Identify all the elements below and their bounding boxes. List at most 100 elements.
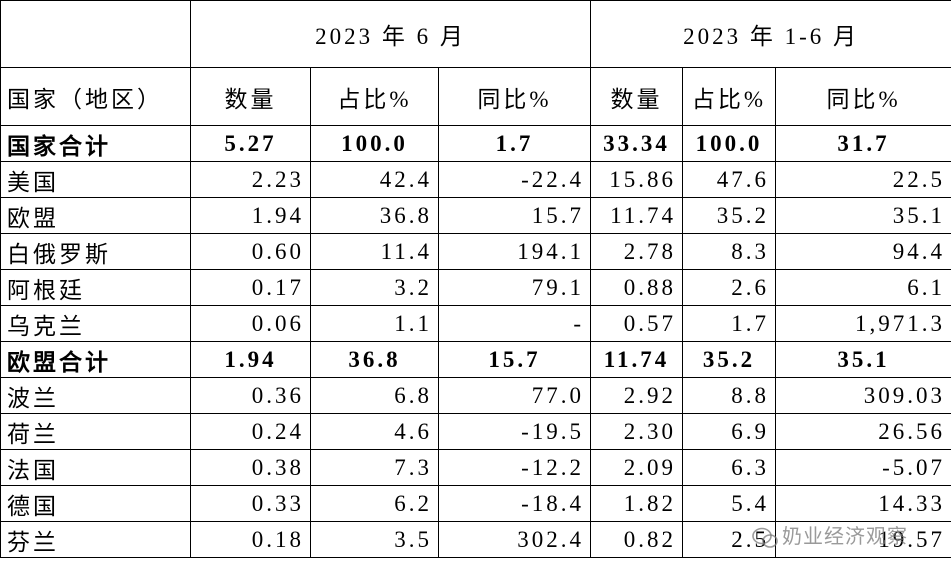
cell: 19.57 [775,521,951,558]
table-row: 波兰 0.36 6.8 77.0 2.92 8.8 309.03 [0,377,951,414]
cell: 0.33 [190,485,311,522]
row-label: 白俄罗斯 [0,233,191,270]
cell: 1.7 [682,305,777,342]
cell: 6.2 [310,485,439,522]
cell: 6.1 [775,269,951,306]
cell: 47.6 [682,161,777,198]
cell: 2.09 [590,449,684,486]
header-row: 国家（地区） 数量 占比% 同比% 数量 占比% 同比% [0,67,951,126]
row-label: 波兰 [0,377,191,414]
row-label: 芬兰 [0,521,191,558]
cell: 26.56 [775,413,951,450]
watermark-icon [752,527,778,548]
cell: 35.1 [775,341,951,378]
cell: 2.30 [590,413,684,450]
cell: 0.06 [190,305,311,342]
cell: -19.5 [437,413,592,450]
cell: 15.86 [590,161,684,198]
cell: 100.0 [310,125,439,162]
column-header: 数量 [190,67,311,126]
column-header: 同比% [775,67,951,126]
cell: 31.7 [775,125,951,162]
group-header-row: 2023 年 6 月 2023 年 1-6 月 [0,0,951,68]
cell: 1.94 [190,197,311,234]
cell: 14.33 [775,485,951,522]
cell: 0.24 [190,413,311,450]
cell: -12.2 [437,449,592,486]
cell: 11.4 [310,233,439,270]
cell: 0.18 [190,521,311,558]
table-head: 2023 年 6 月 2023 年 1-6 月 国家（地区） 数量 占比% 同比% 数量… [0,0,951,126]
cell: 194.1 [437,233,592,270]
cell: 1,971.3 [775,305,951,342]
cell: 2.6 [682,269,777,306]
row-label: 阿根廷 [0,269,191,306]
cell: 33.34 [590,125,684,162]
cell: 79.1 [437,269,592,306]
cell: 35.1 [775,197,951,234]
cell: 2.23 [190,161,311,198]
corner-cell [0,0,191,68]
table-row: 荷兰 0.24 4.6 -19.5 2.30 6.9 26.56 [0,413,951,450]
cell: 35.2 [682,197,777,234]
cell: 1.1 [310,305,439,342]
cell: 77.0 [437,377,592,414]
table-row: 欧盟 1.94 36.8 15.7 11.74 35.2 35.1 [0,197,951,234]
column-header: 数量 [590,67,684,126]
cell: 8.3 [682,233,777,270]
cell: -22.4 [437,161,592,198]
row-label: 德国 [0,485,191,522]
column-header: 占比% [310,67,439,126]
row-label: 法国 [0,449,191,486]
cell: 2.92 [590,377,684,414]
table-row: 德国 0.33 6.2 -18.4 1.82 5.4 14.33 [0,485,951,522]
row-label: 美国 [0,161,191,198]
cell: 0.60 [190,233,311,270]
cell: 2.5 [682,521,777,558]
cell: 0.82 [590,521,684,558]
cell: 5.27 [190,125,311,162]
cell: 0.88 [590,269,684,306]
cell: 7.3 [310,449,439,486]
table-row: 美国 2.23 42.4 -22.4 15.86 47.6 22.5 [0,161,951,198]
cell: 2.78 [590,233,684,270]
row-label: 乌克兰 [0,305,191,342]
cell: 1.94 [190,341,311,378]
group-header: 2023 年 1-6 月 [590,0,951,68]
row-label: 欧盟 [0,197,191,234]
cell: 0.38 [190,449,311,486]
column-header: 国家（地区） [0,67,191,126]
cell: 309.03 [775,377,951,414]
table-row: 阿根廷 0.17 3.2 79.1 0.88 2.6 6.1 [0,269,951,306]
column-header: 占比% [682,67,777,126]
table-row: 欧盟合计 1.94 36.8 15.7 11.74 35.2 35.1 [0,341,951,378]
cell: 42.4 [310,161,439,198]
cell: 6.9 [682,413,777,450]
cell: 15.7 [437,341,592,378]
cell: 11.74 [590,341,684,378]
table-row: 乌克兰 0.06 1.1-0.57 1.7 1,971.3 [0,305,951,342]
data-table: 2023 年 6 月 2023 年 1-6 月 国家（地区） 数量 占比% 同比% 数量… [0,0,951,558]
group-header: 2023 年 6 月 [189,0,592,68]
cell: 4.6 [310,413,439,450]
row-label: 国家合计 [0,125,191,162]
cell: 8.8 [682,377,777,414]
cell: 6.3 [682,449,777,486]
cell: 94.4 [775,233,951,270]
cell: 302.4 [437,521,592,558]
column-header: 同比% [437,67,592,126]
table-row: 国家合计 5.27 100.0 1.7 33.34 100.0 31.7 [0,125,951,162]
row-label: 荷兰 [0,413,191,450]
cell: - [437,305,592,342]
cell: 3.2 [310,269,439,306]
cell: 0.17 [190,269,311,306]
table-row: 白俄罗斯 0.60 11.4 194.1 2.78 8.3 94.4 [0,233,951,270]
row-label: 欧盟合计 [0,341,191,378]
table-row: 法国 0.38 7.3 -12.2 2.09 6.3 -5.07 [0,449,951,486]
cell: 11.74 [590,197,684,234]
watermark-text: 奶业经济观察 [782,524,908,548]
cell: -5.07 [775,449,951,486]
cell: 22.5 [775,161,951,198]
cell: -18.4 [437,485,592,522]
cell: 5.4 [682,485,777,522]
